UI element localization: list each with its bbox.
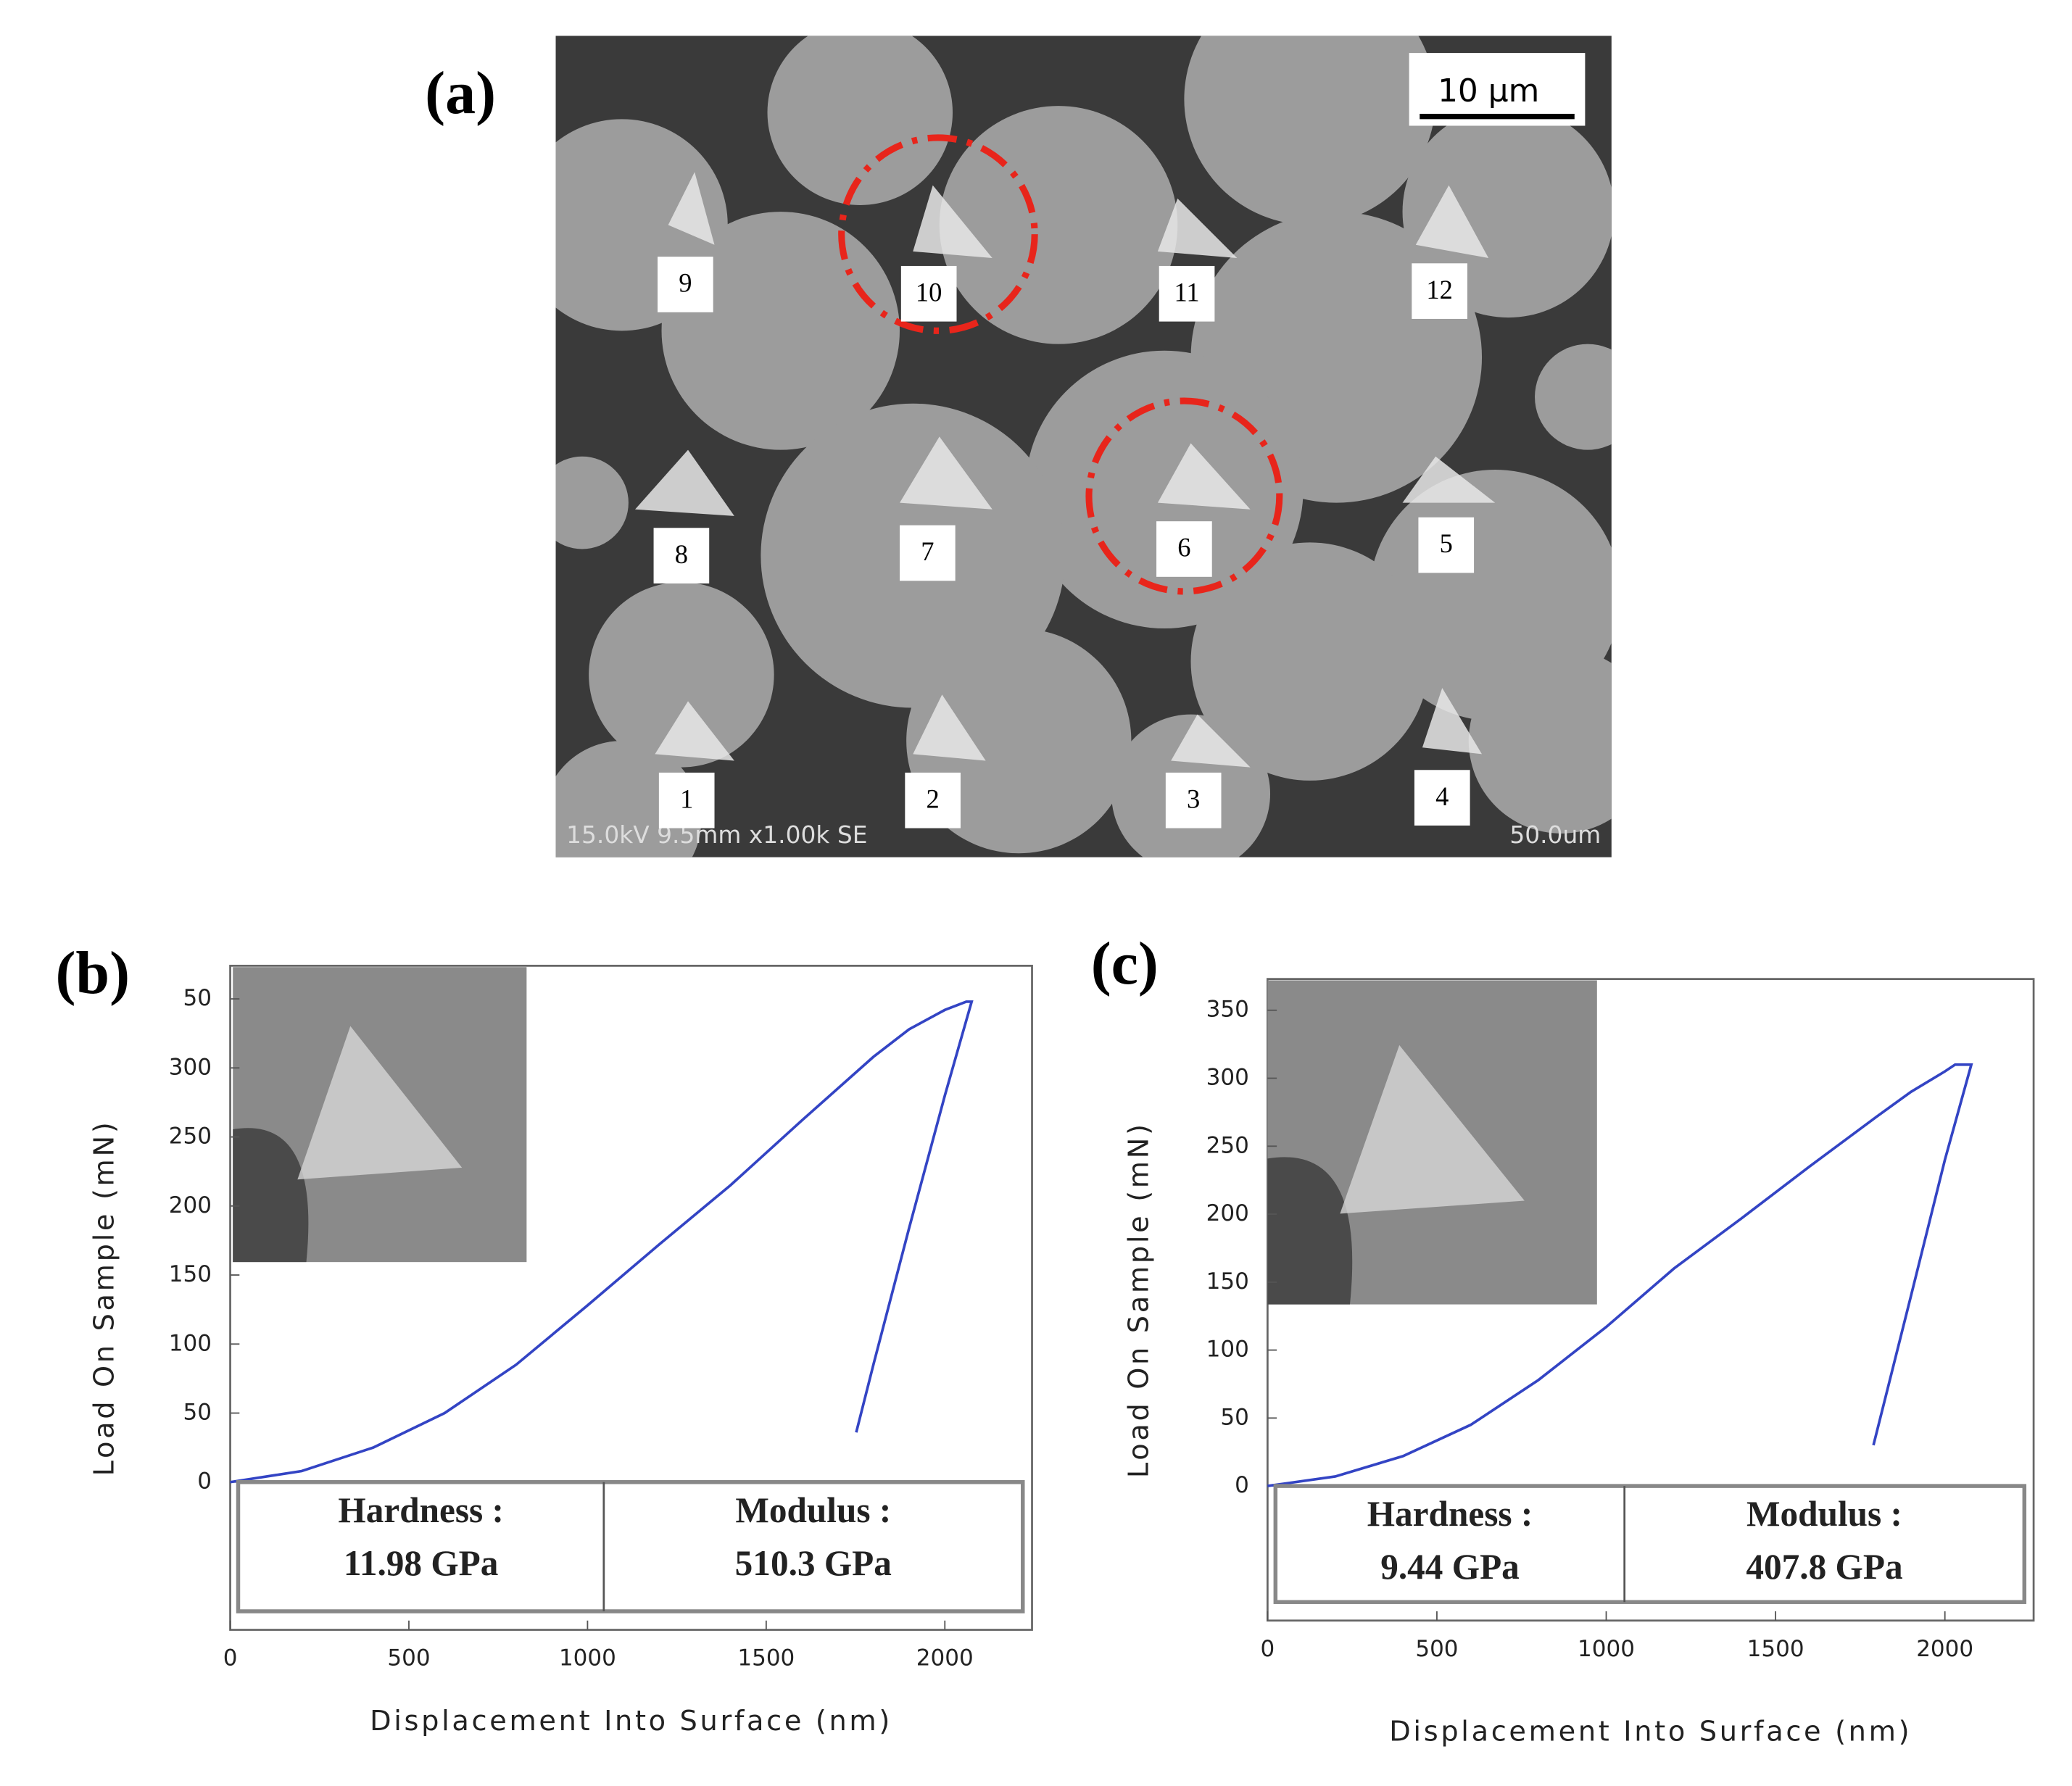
y-tick-label: 300 bbox=[169, 1054, 212, 1080]
inset-indent bbox=[297, 1026, 463, 1180]
x-tick-label: 1500 bbox=[737, 1645, 795, 1671]
marker-label: 5 bbox=[1440, 528, 1453, 558]
y-tick-label: 350 bbox=[1206, 997, 1249, 1023]
x-tick-label: 1000 bbox=[559, 1645, 616, 1671]
panel-label: (c) bbox=[1091, 930, 1159, 997]
marker-box bbox=[1418, 517, 1475, 573]
marker-box bbox=[653, 528, 710, 583]
inset-shade bbox=[233, 1128, 309, 1263]
table-text: 407.8 GPa bbox=[1746, 1547, 1902, 1587]
marker-label: 4 bbox=[1435, 781, 1449, 811]
table-text: Hardness : bbox=[338, 1490, 504, 1530]
marker-label: 8 bbox=[675, 539, 688, 569]
marker-label: 12 bbox=[1426, 275, 1453, 304]
table-text: Modulus : bbox=[1746, 1494, 1902, 1534]
y-tick-label: 150 bbox=[169, 1261, 212, 1287]
marker-group: 9 10 11 128 7 6 51 2 3 4 bbox=[653, 257, 1475, 828]
marker-label: 10 bbox=[916, 277, 942, 307]
table-text: Hardness : bbox=[1367, 1494, 1533, 1534]
y-tick-label: 200 bbox=[169, 1192, 212, 1218]
marker-label: 1 bbox=[680, 784, 693, 813]
y-tick-label: 250 bbox=[1206, 1132, 1249, 1158]
x-tick-label: 0 bbox=[1261, 1636, 1275, 1662]
y-tick-label: 300 bbox=[1206, 1065, 1249, 1091]
marker-label: 9 bbox=[679, 268, 692, 298]
y-tick-label: 100 bbox=[169, 1330, 212, 1356]
x-tick-label: 1500 bbox=[1747, 1636, 1804, 1662]
marker-box bbox=[658, 257, 713, 312]
marker-box bbox=[905, 772, 961, 828]
y-axis-label: Load On Sample (mN) bbox=[88, 1120, 121, 1476]
inset-indent bbox=[1340, 1044, 1525, 1214]
table-text: Modulus : bbox=[735, 1490, 891, 1530]
marker-label: 3 bbox=[1187, 784, 1200, 813]
marker-box bbox=[900, 525, 956, 581]
x-tick-label: 0 bbox=[223, 1645, 238, 1671]
sem-info: 15.0kV 9.5mm x1.00k SE bbox=[566, 821, 867, 849]
load-curve bbox=[1267, 1063, 1973, 1487]
x-tick-label: 2000 bbox=[1916, 1636, 1973, 1662]
marker-box bbox=[1165, 772, 1222, 828]
marker-label: 7 bbox=[921, 536, 934, 566]
marker-box bbox=[1414, 770, 1470, 826]
results-table bbox=[236, 1480, 1025, 1613]
y-tick-label: 50 bbox=[1220, 1404, 1248, 1430]
marker-label: 2 bbox=[927, 784, 940, 813]
x-tick-label: 1000 bbox=[1578, 1636, 1635, 1662]
x-axis-label: Displacement Into Surface (nm) bbox=[370, 1705, 892, 1737]
load-curve bbox=[230, 1000, 974, 1484]
x-axis-label: Displacement Into Surface (nm) bbox=[1389, 1715, 1912, 1748]
y-tick-label: 50 bbox=[183, 985, 212, 1011]
sem-image: 10 μm 15.0kV 9.5mm x1.00k SE 50.0um bbox=[555, 36, 1612, 857]
marker-box bbox=[1159, 265, 1215, 322]
panel-label: (a) bbox=[425, 59, 496, 127]
y-tick-label: 50 bbox=[183, 1400, 212, 1426]
marker-box bbox=[1412, 263, 1467, 319]
table-text: 9.44 GPa bbox=[1380, 1547, 1520, 1587]
chart: (c) 0 50 100 150 200 250 300 350 0 500 1000 1500 2000… bbox=[1091, 930, 2035, 1748]
table-text: 11.98 GPa bbox=[344, 1543, 498, 1583]
y-tick-label: 250 bbox=[169, 1123, 212, 1150]
marker-box bbox=[1156, 521, 1212, 577]
marker-label: 6 bbox=[1177, 533, 1190, 562]
sem-scale: 50.0um bbox=[1509, 821, 1601, 849]
x-tick-label: 500 bbox=[387, 1645, 430, 1671]
y-tick-label: 0 bbox=[197, 1469, 212, 1495]
inset-shade bbox=[1267, 1157, 1353, 1305]
y-tick-label: 150 bbox=[1206, 1268, 1249, 1295]
y-axis-label: Load On Sample (mN) bbox=[1123, 1121, 1156, 1478]
y-tick-label: 200 bbox=[1206, 1200, 1249, 1226]
y-tick-label: 0 bbox=[1235, 1472, 1249, 1498]
panel-label: (b) bbox=[55, 939, 130, 1007]
x-tick-label: 2000 bbox=[916, 1645, 974, 1671]
x-tick-label: 500 bbox=[1415, 1636, 1458, 1662]
y-tick-label: 100 bbox=[1206, 1337, 1249, 1363]
marker-box bbox=[658, 772, 715, 828]
table-text: 510.3 GPa bbox=[735, 1543, 892, 1583]
scale-bar-label: 10 μm bbox=[1438, 72, 1539, 109]
results-table bbox=[1273, 1484, 2027, 1604]
marker-box bbox=[900, 265, 957, 322]
marker-label: 11 bbox=[1174, 277, 1199, 307]
